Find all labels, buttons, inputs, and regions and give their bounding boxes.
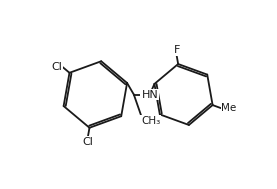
Text: Me: Me	[221, 103, 237, 113]
Text: Cl: Cl	[51, 62, 62, 71]
Text: HN: HN	[141, 90, 158, 99]
Text: F: F	[173, 45, 180, 55]
Text: Cl: Cl	[82, 137, 93, 147]
Text: CH₃: CH₃	[141, 116, 161, 126]
